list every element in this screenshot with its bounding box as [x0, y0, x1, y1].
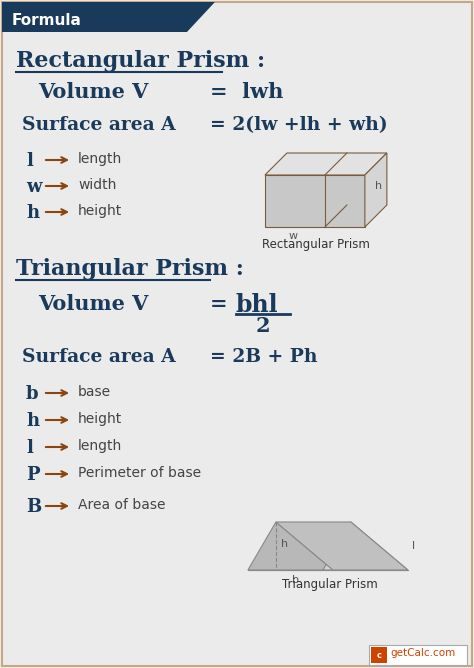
Text: = 2B + Ph: = 2B + Ph	[210, 348, 318, 366]
Text: Triangular Prism: Triangular Prism	[282, 578, 378, 591]
Text: Volume V: Volume V	[38, 82, 148, 102]
Text: width: width	[78, 178, 116, 192]
Text: h: h	[26, 204, 39, 222]
Text: P: P	[26, 466, 40, 484]
Polygon shape	[323, 522, 408, 570]
FancyBboxPatch shape	[2, 2, 187, 32]
Text: bhl: bhl	[236, 293, 279, 317]
Text: Rectangular Prism: Rectangular Prism	[262, 238, 370, 251]
Text: Surface area A: Surface area A	[22, 348, 176, 366]
Text: Perimeter of base: Perimeter of base	[78, 466, 201, 480]
Text: b: b	[26, 385, 38, 403]
Text: length: length	[78, 439, 122, 453]
Polygon shape	[187, 2, 215, 32]
Text: w: w	[288, 231, 298, 241]
Text: Formula: Formula	[12, 13, 82, 27]
Text: length: length	[78, 152, 122, 166]
Text: Surface area A: Surface area A	[22, 116, 176, 134]
Text: c: c	[376, 651, 382, 659]
Text: =  lwh: = lwh	[210, 82, 283, 102]
Text: w: w	[26, 178, 42, 196]
Text: b: b	[292, 575, 299, 585]
Text: =: =	[210, 294, 235, 314]
Polygon shape	[265, 153, 387, 175]
Text: l: l	[412, 541, 415, 551]
FancyBboxPatch shape	[371, 647, 387, 663]
Text: B: B	[26, 498, 41, 516]
Text: l: l	[26, 152, 33, 170]
Polygon shape	[248, 522, 333, 570]
FancyBboxPatch shape	[369, 645, 467, 665]
Text: base: base	[78, 385, 111, 399]
Text: Area of base: Area of base	[78, 498, 165, 512]
Text: height: height	[78, 204, 122, 218]
Text: l: l	[26, 439, 33, 457]
Text: = 2(lw +lh + wh): = 2(lw +lh + wh)	[210, 116, 388, 134]
Text: getCalc.com: getCalc.com	[390, 648, 455, 658]
Text: h: h	[281, 538, 288, 548]
Text: 2: 2	[255, 316, 270, 336]
Polygon shape	[276, 522, 408, 570]
Text: h: h	[26, 412, 39, 430]
Text: Rectangular Prism :: Rectangular Prism :	[16, 50, 265, 72]
Polygon shape	[365, 153, 387, 227]
Text: h: h	[375, 181, 383, 191]
Text: Triangular Prism :: Triangular Prism :	[16, 258, 244, 280]
Text: Volume V: Volume V	[38, 294, 148, 314]
Polygon shape	[265, 175, 365, 227]
Text: height: height	[78, 412, 122, 426]
